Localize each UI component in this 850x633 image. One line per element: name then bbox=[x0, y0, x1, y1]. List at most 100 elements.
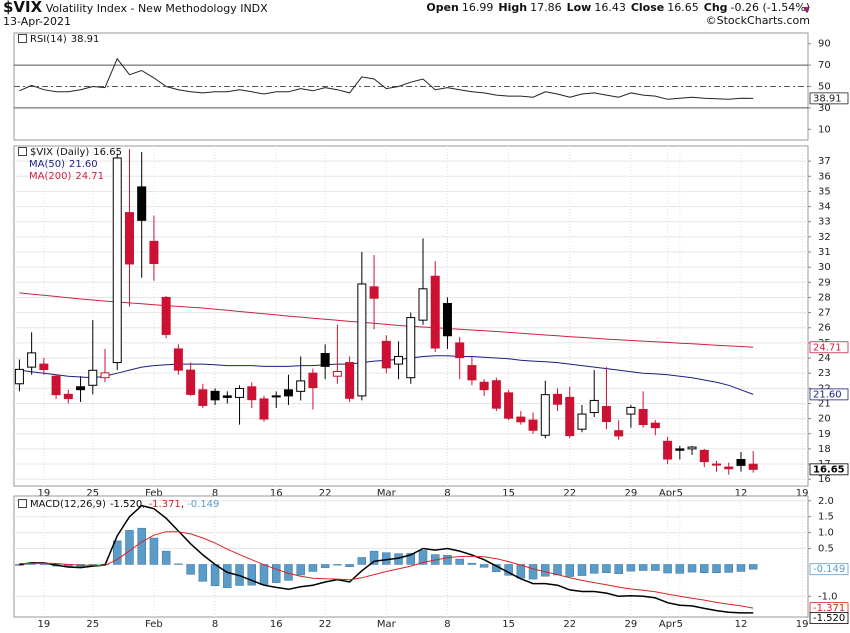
legend-value: -0.149 bbox=[181, 499, 220, 510]
histogram-bar bbox=[296, 564, 305, 576]
rsi-line bbox=[19, 57, 754, 100]
candle-body bbox=[27, 352, 37, 368]
histogram-bar bbox=[467, 562, 477, 565]
histogram-bar bbox=[589, 564, 599, 574]
quote-value: 16.43 bbox=[594, 1, 626, 14]
candle-body bbox=[76, 386, 86, 391]
macd-line bbox=[19, 504, 754, 614]
candle-body bbox=[381, 340, 391, 369]
histogram-bar bbox=[553, 564, 562, 576]
candle-body bbox=[137, 186, 147, 221]
y-tick-label: 35 bbox=[818, 186, 831, 197]
candle-body bbox=[638, 409, 648, 426]
histogram-bar bbox=[418, 550, 428, 565]
symbol: $VIX bbox=[3, 0, 43, 16]
candle-body bbox=[39, 363, 49, 371]
histogram-bar bbox=[651, 564, 660, 571]
y-tick-label: 28 bbox=[818, 292, 831, 303]
y-tick-label: 23 bbox=[818, 368, 831, 379]
x-tick-label: 15 bbox=[502, 619, 515, 630]
histogram-bar bbox=[186, 564, 195, 575]
y-tick-label: 50 bbox=[818, 82, 831, 93]
x-tick-label: 16 bbox=[270, 619, 283, 630]
candle-body bbox=[406, 317, 416, 379]
quote-value: 16.65 bbox=[667, 1, 699, 14]
histogram-bar bbox=[541, 564, 550, 577]
candle-body bbox=[332, 371, 342, 377]
x-tick-label: Apr bbox=[659, 619, 677, 630]
candle-body bbox=[528, 419, 538, 431]
candle-body bbox=[663, 440, 673, 460]
candle-body bbox=[675, 448, 685, 451]
histogram-bar bbox=[602, 564, 611, 573]
header-right: Open 16.99 High 17.86 Low 16.43 Close 16.65 Chg -… bbox=[421, 1, 810, 27]
x-tick-label: 8 bbox=[444, 488, 450, 499]
histogram-bar bbox=[357, 557, 367, 565]
candle-body bbox=[601, 405, 611, 422]
histogram-bar bbox=[161, 550, 171, 565]
x-tick-label: 16 bbox=[270, 488, 283, 499]
legend: MACD(12,26,9)-1.520-1.371-0.149 bbox=[18, 499, 219, 511]
value-box-label: 24.71 bbox=[813, 342, 842, 353]
candle-body bbox=[100, 372, 110, 379]
value-box-label: -0.149 bbox=[813, 564, 845, 575]
x-tick-label: 8 bbox=[212, 488, 218, 499]
histogram-bar bbox=[174, 563, 183, 565]
candle-body bbox=[491, 380, 501, 409]
candle-body bbox=[124, 212, 134, 265]
candle-body bbox=[271, 395, 281, 398]
candle-body bbox=[467, 365, 477, 381]
legend-row: MA(50) 21.60 bbox=[18, 159, 122, 171]
quote-label: Close bbox=[630, 1, 665, 14]
candle-body bbox=[235, 387, 245, 398]
y-tick-label: 30 bbox=[818, 262, 831, 273]
value-box bbox=[809, 563, 849, 576]
x-tick-label: 22 bbox=[319, 619, 332, 630]
candle-body bbox=[320, 352, 330, 367]
y-tick-label: 2.0 bbox=[818, 496, 834, 507]
histogram-bar bbox=[443, 554, 452, 565]
candle-body bbox=[210, 390, 220, 401]
x-tick-label: 19 bbox=[796, 619, 809, 630]
candle-body bbox=[724, 466, 734, 470]
x-tick-label: 8 bbox=[444, 619, 450, 630]
y-tick-label: 27 bbox=[818, 308, 831, 319]
x-tick-label: 12 bbox=[735, 488, 748, 499]
histogram-bar bbox=[687, 564, 697, 573]
candle-body bbox=[626, 406, 636, 415]
x-tick-label: 19 bbox=[37, 619, 50, 630]
candle-body bbox=[418, 288, 428, 321]
candle-body bbox=[442, 303, 452, 337]
y-tick-label: 70 bbox=[818, 60, 831, 71]
candle-body bbox=[283, 389, 293, 397]
y-tick-label: 36 bbox=[818, 171, 831, 182]
candle-body bbox=[650, 422, 660, 429]
moving-average-line bbox=[19, 292, 754, 348]
legend-name: $VIX (Daily) bbox=[30, 147, 90, 158]
value-box-label: -1.371 bbox=[813, 603, 845, 614]
x-tick-label: Mar bbox=[377, 619, 397, 630]
candle-body bbox=[369, 286, 379, 299]
exchange: INDX bbox=[240, 2, 268, 15]
candle-body bbox=[736, 458, 746, 466]
candle-body bbox=[394, 356, 404, 365]
legend-icon bbox=[18, 34, 27, 43]
candle-body bbox=[63, 393, 73, 400]
legend-icon bbox=[18, 499, 27, 508]
histogram-bar bbox=[748, 564, 758, 570]
value-box-label: 16.65 bbox=[813, 464, 845, 475]
y-tick-label: 1.5 bbox=[818, 512, 834, 523]
x-tick-label: Feb bbox=[145, 619, 163, 630]
candle-body bbox=[614, 430, 624, 437]
quote-value: -0.26 (-1.54%) bbox=[730, 1, 810, 14]
macd-line bbox=[19, 531, 754, 609]
histogram-bar bbox=[308, 564, 318, 572]
candle-body bbox=[699, 449, 709, 463]
y-tick-label: 30 bbox=[818, 103, 831, 114]
candle-body bbox=[247, 386, 257, 401]
legend-icon bbox=[18, 147, 27, 156]
x-tick-label: 19 bbox=[37, 488, 50, 499]
histogram-bar bbox=[137, 527, 146, 565]
